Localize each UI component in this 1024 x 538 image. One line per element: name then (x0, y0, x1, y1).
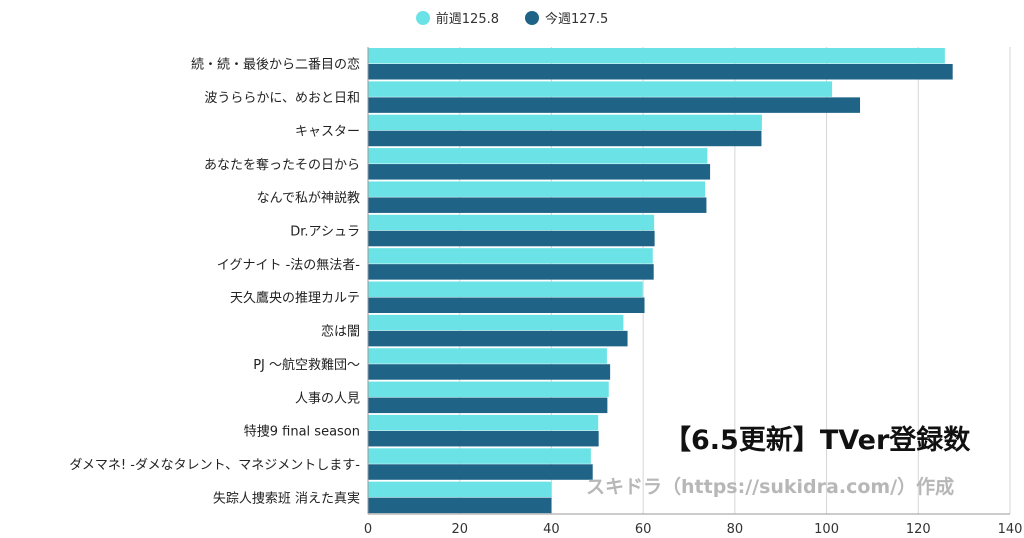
bar-previous-11 (368, 414, 599, 431)
legend-swatch-current (525, 10, 539, 25)
x-tick-label-120: 120 (906, 522, 931, 537)
bar-current-0 (368, 64, 953, 80)
bar-current-8 (368, 330, 628, 347)
bar-current-12 (368, 464, 593, 480)
bar-previous-9 (368, 348, 607, 364)
category-label-11: 特捜9 final season (244, 425, 360, 440)
bar-previous-12 (368, 448, 591, 464)
bar-current-3 (368, 164, 711, 180)
category-label-12: ダメマネ! -ダメなタレント、マネジメントします- (69, 458, 360, 473)
x-tick-label-80: 80 (727, 522, 744, 537)
x-tick-label-40: 40 (543, 522, 560, 537)
bar-current-4 (368, 197, 707, 213)
bar-current-13 (368, 497, 552, 514)
category-label-13: 失踪人捜索班 消えた真実 (213, 490, 360, 506)
x-tick-label-60: 60 (635, 522, 652, 537)
legend-label-previous: 前週125.8 (435, 12, 499, 27)
chart-headline: 【6.5更新】TVer登録数 (664, 425, 971, 456)
category-label-1: 波うららかに、めおと日和 (204, 91, 360, 106)
bar-previous-7 (368, 281, 643, 297)
bar-current-1 (368, 97, 861, 113)
bar-current-11 (368, 430, 599, 447)
category-label-3: あなたを奪ったその日から (204, 157, 360, 173)
category-label-5: Dr.アシュラ (290, 224, 360, 239)
chart-legend: 前週125.8 今週127.5 (0, 8, 1024, 27)
bar-previous-2 (368, 114, 762, 131)
category-label-7: 天久鷹央の推理カルテ (230, 291, 360, 306)
x-tick-label-0: 0 (364, 522, 372, 537)
bar-previous-5 (368, 214, 655, 231)
bar-previous-4 (368, 181, 706, 197)
x-tick-label-100: 100 (814, 522, 839, 537)
category-label-8: 恋は闇 (321, 324, 360, 340)
bar-current-9 (368, 364, 611, 380)
bar-previous-8 (368, 314, 624, 331)
x-tick-label-20: 20 (451, 522, 468, 537)
bar-previous-10 (368, 381, 609, 398)
category-label-6: イグナイト -法の無法者- (217, 258, 361, 273)
bar-current-5 (368, 230, 655, 247)
legend-swatch-previous (415, 10, 430, 25)
category-label-2: キャスター (295, 124, 360, 139)
bar-previous-6 (368, 248, 653, 264)
category-label-0: 続・続・最後から二番目の恋 (191, 57, 360, 73)
legend-label-current: 今週127.5 (545, 12, 609, 27)
category-label-4: なんで私が神説教 (257, 190, 360, 206)
bar-previous-3 (368, 148, 708, 164)
x-tick-label-140: 140 (998, 522, 1023, 537)
bar-current-7 (368, 297, 645, 313)
legend-item-current: 今週127.5 (525, 8, 608, 27)
chart-credit: スキドラ（https://sukidra.com/）作成 (586, 476, 955, 498)
bar-current-6 (368, 264, 654, 280)
bar-current-10 (368, 397, 608, 414)
bar-current-2 (368, 130, 762, 147)
bar-previous-1 (368, 81, 833, 97)
bar-previous-13 (368, 481, 552, 498)
category-label-10: 人事の人見 (295, 391, 360, 406)
category-label-9: PJ ～航空救難団～ (253, 357, 360, 373)
legend-item-previous: 前週125.8 (415, 8, 499, 27)
bar-previous-0 (368, 48, 945, 64)
